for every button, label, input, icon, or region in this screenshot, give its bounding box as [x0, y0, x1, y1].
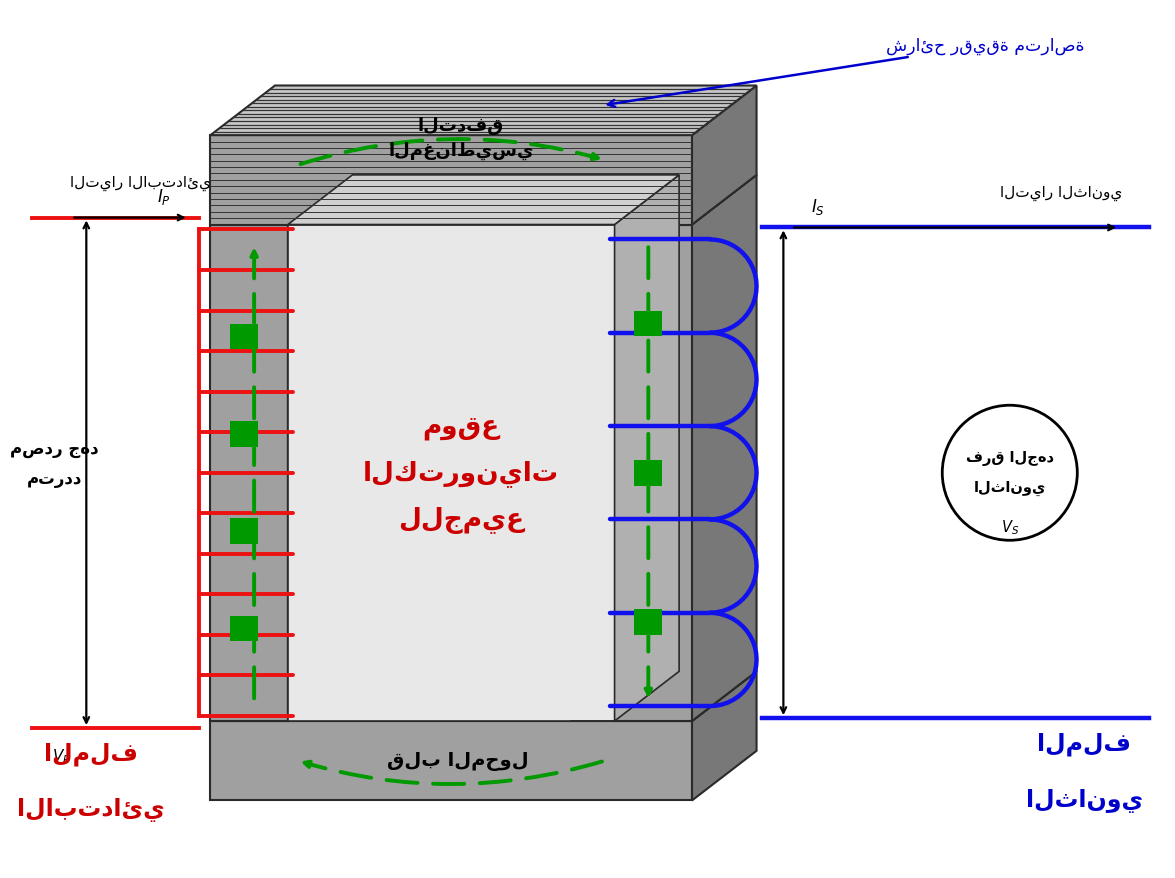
- Polygon shape: [288, 176, 352, 721]
- Text: $I_S$: $I_S$: [811, 197, 825, 216]
- Text: الثانوي: الثانوي: [1026, 788, 1143, 811]
- Text: الابتدائي: الابتدائي: [18, 797, 166, 822]
- Bar: [230, 519, 257, 544]
- Text: فرق الجهد: فرق الجهد: [966, 450, 1054, 466]
- Polygon shape: [210, 721, 692, 801]
- Polygon shape: [692, 176, 757, 721]
- Polygon shape: [288, 176, 679, 226]
- Text: التدفق
المغناطيسي: التدفق المغناطيسي: [388, 117, 533, 160]
- Text: الثانوي: الثانوي: [974, 480, 1046, 496]
- Bar: [634, 609, 662, 636]
- Text: التيار الابتدائي: التيار الابتدائي: [70, 176, 212, 191]
- Bar: [634, 460, 662, 486]
- Polygon shape: [615, 176, 679, 721]
- Polygon shape: [210, 136, 692, 226]
- Polygon shape: [615, 226, 692, 721]
- Bar: [634, 311, 662, 337]
- Text: مصدر جهد: مصدر جهد: [11, 439, 99, 457]
- Text: موقع
الكترونيات
للجميع: موقع الكترونيات للجميع: [363, 414, 559, 533]
- Text: $I_P$: $I_P$: [156, 186, 170, 206]
- Bar: [230, 421, 257, 447]
- Text: $V_S$: $V_S$: [1001, 518, 1019, 536]
- Bar: [230, 324, 257, 350]
- Text: التيار الثانوي: التيار الثانوي: [1000, 185, 1122, 200]
- Text: الملف: الملف: [45, 741, 139, 765]
- Polygon shape: [210, 226, 288, 721]
- Polygon shape: [210, 86, 757, 136]
- Text: الملف: الملف: [1038, 731, 1132, 755]
- Text: شرائح رقيقة متراصة: شرائح رقيقة متراصة: [607, 37, 1085, 108]
- Polygon shape: [615, 176, 757, 226]
- Polygon shape: [210, 672, 757, 721]
- Polygon shape: [210, 176, 352, 226]
- Polygon shape: [288, 226, 615, 721]
- Polygon shape: [692, 86, 757, 226]
- Text: $V_P$: $V_P$: [52, 746, 70, 765]
- Text: متردد: متردد: [27, 469, 82, 487]
- Bar: [230, 615, 257, 642]
- Text: قلب المحول: قلب المحول: [387, 752, 529, 770]
- Polygon shape: [692, 672, 757, 801]
